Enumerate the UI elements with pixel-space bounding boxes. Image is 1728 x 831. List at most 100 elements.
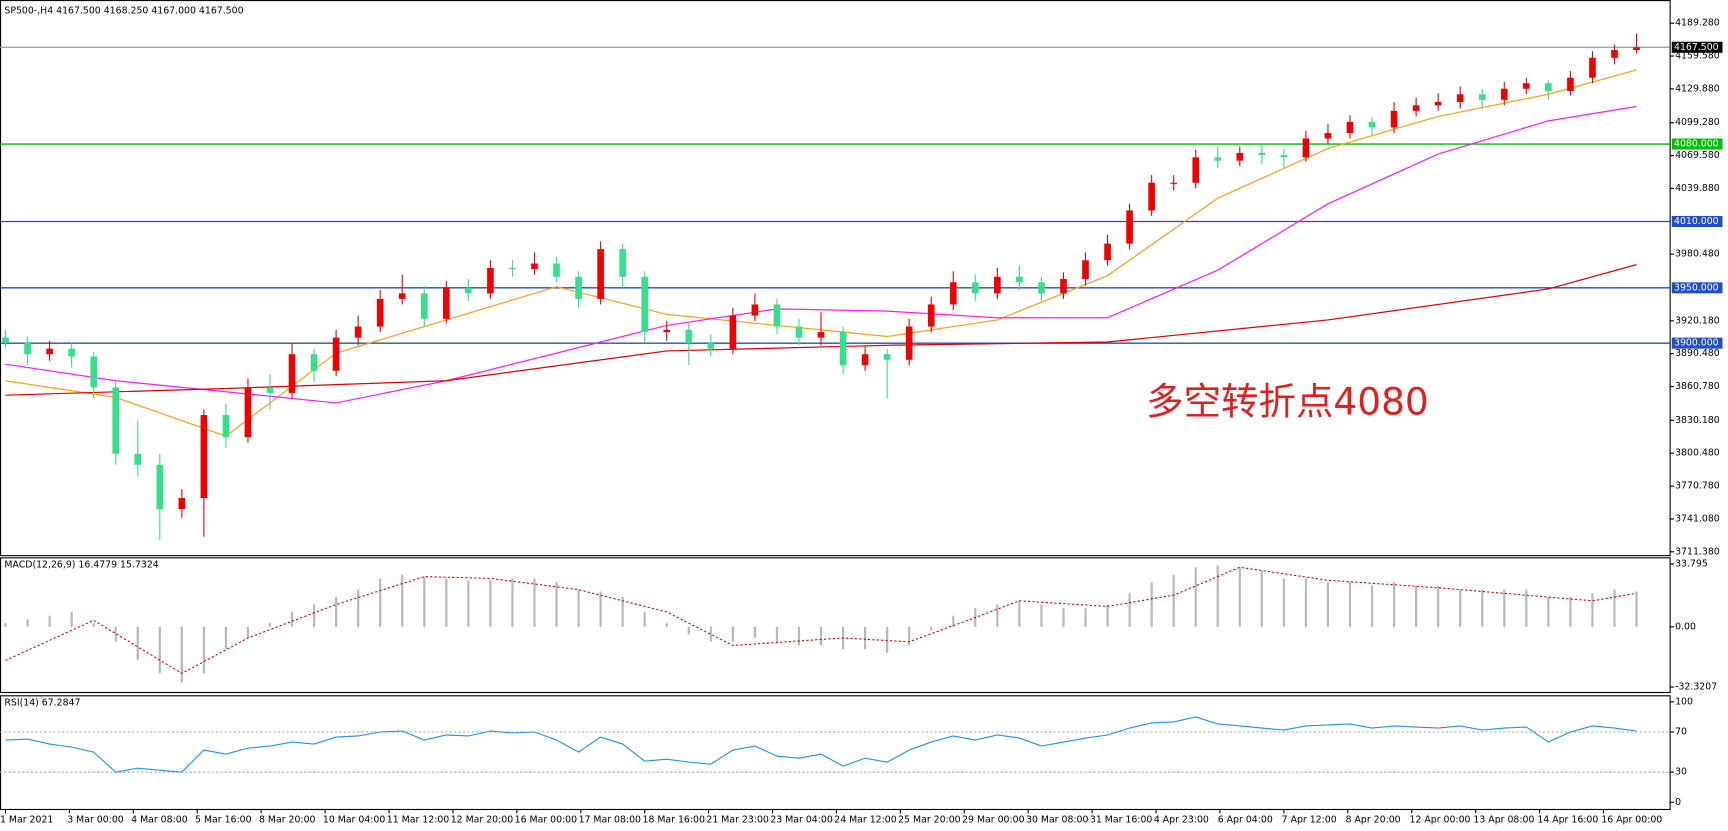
x-tick-label: 18 Mar 16:00: [642, 814, 704, 825]
candle-body: [641, 276, 648, 333]
candle-body: [46, 348, 53, 355]
y-tick-label: 4069.580: [1675, 150, 1720, 161]
candle-body: [1104, 243, 1111, 261]
candle-body: [773, 304, 781, 327]
candle-body: [200, 415, 208, 499]
candle-body: [487, 267, 494, 294]
level-label-box: [1671, 41, 1723, 53]
x-tick-label: 1 Mar 2021: [0, 814, 53, 825]
x-tick-label: 14 Apr 16:00: [1537, 814, 1598, 825]
x-tick-label: 16 Mar 00:00: [515, 814, 577, 825]
level-label-box: [1671, 215, 1723, 227]
level-label: 3950.000: [1674, 282, 1719, 293]
candle-body: [68, 348, 75, 357]
candle-body: [1038, 282, 1045, 294]
candle-body: [972, 282, 979, 294]
candle-body: [178, 498, 186, 510]
candle-body: [1500, 88, 1508, 100]
candle-body: [1236, 152, 1244, 161]
y-tick-label: 4099.280: [1675, 117, 1720, 128]
candle-body: [994, 276, 1001, 294]
y-tick-label: 70: [1675, 727, 1687, 738]
x-tick-label: 13 Apr 08:00: [1473, 814, 1534, 825]
level-label-box: [1671, 337, 1723, 349]
x-tick-label: 12 Mar 20:00: [451, 814, 513, 825]
candle-body: [1611, 50, 1618, 58]
candle-body: [1214, 157, 1222, 161]
candle-body: [134, 453, 142, 465]
macd-signal: [5, 566, 1637, 675]
candle-body: [90, 356, 97, 388]
y-tick-label: 4039.880: [1675, 183, 1720, 194]
candle-body: [24, 342, 31, 355]
macd-panel: [0, 557, 1671, 694]
candle-body: [288, 354, 296, 393]
annotation: 多空转折点4080: [1146, 379, 1429, 423]
candle-body: [663, 329, 671, 333]
candle-body: [1589, 57, 1596, 78]
candle-body: [839, 332, 847, 366]
y-tick-label: 4189.280: [1675, 18, 1720, 29]
moving-average: [5, 69, 1637, 437]
candle-body: [575, 276, 582, 299]
candle-body: [1390, 110, 1398, 128]
x-tick-label: 25 Mar 20:00: [898, 814, 960, 825]
x-tick-label: 5 Mar 16:00: [195, 814, 252, 825]
candle-body: [156, 464, 164, 510]
x-tick-label: 11 Mar 12:00: [387, 814, 449, 825]
level-label: 4010.000: [1674, 216, 1719, 227]
x-tick-label: 4 Mar 08:00: [131, 814, 188, 825]
x-tick-label: 3 Mar 00:00: [67, 814, 124, 825]
panel-title: MACD(12,26,9) 16.4779 15.7324: [4, 560, 158, 571]
candle-body: [112, 387, 120, 454]
candle-body: [376, 298, 384, 327]
level-label: 3900.000: [1674, 338, 1719, 349]
x-tick-label: 6 Apr 04:00: [1218, 814, 1273, 825]
x-tick-label: 8 Apr 20:00: [1346, 814, 1401, 825]
candle-body: [2, 337, 9, 343]
x-tick-label: 12 Apr 00:00: [1410, 814, 1471, 825]
candle-body: [1016, 276, 1023, 283]
candle-body: [795, 326, 803, 338]
candle-body: [1633, 47, 1640, 51]
y-tick-label: 3980.480: [1675, 249, 1720, 260]
y-tick-label: 4129.880: [1675, 83, 1720, 94]
candle-body: [443, 287, 450, 319]
candle-body: [817, 332, 825, 338]
x-tick-label: 24 Mar 12:00: [834, 814, 896, 825]
x-tick-label: 16 Apr 00:00: [1601, 814, 1662, 825]
candle-body: [597, 249, 604, 299]
candle-body: [1280, 155, 1288, 158]
y-tick-label: 3741.080: [1675, 513, 1720, 524]
candle-body: [883, 354, 891, 360]
candle-body: [1082, 260, 1089, 279]
x-tick-label: 10 Mar 04:00: [323, 814, 385, 825]
y-tick-label: 100: [1675, 696, 1693, 707]
moving-average: [5, 264, 1637, 396]
candle-body: [1060, 278, 1067, 294]
level-label: 4080.000: [1674, 139, 1719, 150]
moving-average: [5, 105, 1637, 404]
candle-body: [465, 287, 472, 294]
candle-body: [751, 304, 759, 316]
candle-body: [531, 263, 538, 270]
candle-body: [729, 315, 737, 349]
candle-body: [1192, 157, 1200, 183]
x-tick-label: 4 Apr 23:00: [1154, 814, 1209, 825]
panel-title: SP500-,H4 4167.500 4168.250 4167.000 416…: [4, 6, 243, 17]
candle-body: [310, 354, 318, 371]
y-tick-label: 33.795: [1675, 558, 1708, 569]
y-tick-label: 30: [1675, 767, 1687, 778]
candle-body: [1126, 210, 1133, 244]
candle-body: [553, 263, 560, 277]
candle-body: [1545, 83, 1552, 91]
candle-body: [222, 415, 230, 438]
candle-body: [1412, 105, 1420, 111]
y-tick-label: 0: [1675, 797, 1681, 808]
candle-body: [398, 293, 406, 299]
candle-body: [1258, 152, 1266, 156]
candle-body: [1346, 121, 1354, 133]
y-tick-label: 3890.480: [1675, 348, 1720, 359]
level-label-box: [1671, 282, 1723, 294]
